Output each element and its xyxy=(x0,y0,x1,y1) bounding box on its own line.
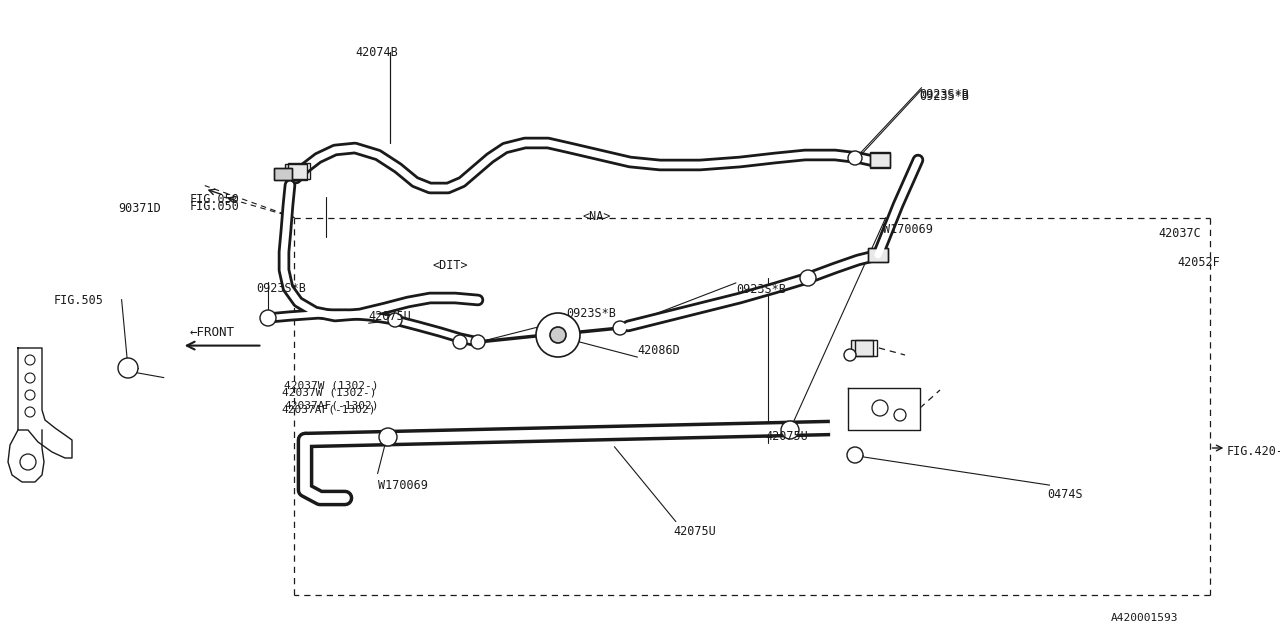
Text: A420001593: A420001593 xyxy=(1111,613,1179,623)
Text: ←FRONT: ←FRONT xyxy=(189,326,234,339)
Circle shape xyxy=(536,313,580,357)
Text: FIG.505: FIG.505 xyxy=(54,294,104,307)
Circle shape xyxy=(26,355,35,365)
Text: <NA>: <NA> xyxy=(582,210,611,223)
Text: 0923S*B: 0923S*B xyxy=(566,307,616,320)
Bar xyxy=(285,164,307,180)
Text: 0923S*B: 0923S*B xyxy=(919,90,969,102)
Circle shape xyxy=(550,327,566,343)
Bar xyxy=(855,340,877,356)
Text: FIG.050: FIG.050 xyxy=(189,200,239,212)
Circle shape xyxy=(118,358,138,378)
Text: 0923S*B: 0923S*B xyxy=(736,283,786,296)
Text: FIG.050: FIG.050 xyxy=(189,193,239,206)
Circle shape xyxy=(800,270,817,286)
Text: W170069: W170069 xyxy=(378,479,428,492)
Circle shape xyxy=(26,390,35,400)
Circle shape xyxy=(26,373,35,383)
Bar xyxy=(274,168,292,180)
Text: <DIT>: <DIT> xyxy=(433,259,468,272)
Text: 42052F: 42052F xyxy=(1178,256,1220,269)
Circle shape xyxy=(613,321,627,335)
Bar xyxy=(274,168,292,180)
Circle shape xyxy=(849,151,861,165)
Circle shape xyxy=(388,313,402,327)
Circle shape xyxy=(26,407,35,417)
Text: 0923S*B: 0923S*B xyxy=(256,282,306,294)
Text: 42037AF(-1302): 42037AF(-1302) xyxy=(282,404,376,415)
Circle shape xyxy=(471,335,485,349)
Text: FIG.420-3: FIG.420-3 xyxy=(1226,445,1280,458)
Circle shape xyxy=(781,421,799,439)
Bar xyxy=(868,248,888,262)
Text: 42037C: 42037C xyxy=(1158,227,1201,240)
Circle shape xyxy=(379,428,397,446)
Text: 42075U: 42075U xyxy=(765,430,808,443)
Text: 42086D: 42086D xyxy=(637,344,680,357)
Bar xyxy=(851,340,873,356)
Text: 42037W (1302-): 42037W (1302-) xyxy=(284,381,379,391)
Text: 42037AF(-1302): 42037AF(-1302) xyxy=(284,400,379,410)
Text: 0474S: 0474S xyxy=(1047,488,1083,500)
Text: 42074B: 42074B xyxy=(356,46,398,59)
Circle shape xyxy=(453,335,467,349)
Circle shape xyxy=(872,400,888,416)
Bar xyxy=(870,152,890,168)
Text: 90371D: 90371D xyxy=(118,202,160,214)
Polygon shape xyxy=(18,348,72,458)
Circle shape xyxy=(893,409,906,421)
Text: 42075U: 42075U xyxy=(369,310,411,323)
Bar xyxy=(868,248,888,262)
Circle shape xyxy=(847,447,863,463)
Text: 0923S*B: 0923S*B xyxy=(919,88,969,100)
Bar xyxy=(288,163,310,179)
Text: 42037W (1302-): 42037W (1302-) xyxy=(282,387,376,397)
Polygon shape xyxy=(849,388,920,430)
Circle shape xyxy=(260,310,276,326)
Circle shape xyxy=(20,454,36,470)
Bar xyxy=(870,152,890,167)
Text: W170069: W170069 xyxy=(883,223,933,236)
Polygon shape xyxy=(8,430,44,482)
Text: 42075U: 42075U xyxy=(673,525,716,538)
Circle shape xyxy=(844,349,856,361)
